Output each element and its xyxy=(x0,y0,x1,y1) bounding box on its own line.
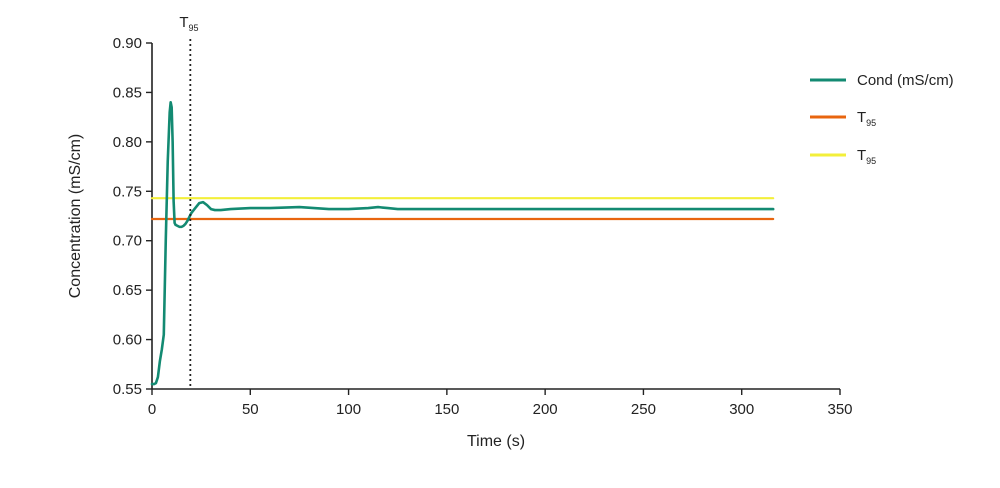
y-tick-label: 0.80 xyxy=(113,134,142,151)
x-tick-label: 350 xyxy=(827,401,852,418)
x-axis-title: Time (s) xyxy=(467,433,525,450)
x-tick-label: 300 xyxy=(729,401,754,418)
legend-label: T95 xyxy=(857,109,876,128)
legend-label-main: T xyxy=(857,147,866,164)
annotation-group: T95 xyxy=(179,14,199,389)
y-tick-label: 0.85 xyxy=(113,84,142,101)
y-tick-label: 0.55 xyxy=(113,381,142,398)
y-tick-label: 0.70 xyxy=(113,233,142,250)
x-tick-label: 100 xyxy=(336,401,361,418)
legend-label-sub: 95 xyxy=(866,118,876,128)
x-tick-label: 250 xyxy=(631,401,656,418)
y-ticks: 0.55 0.60 0.65 0.70 0.75 0.80 0.85 0.90 xyxy=(113,35,152,398)
series-group xyxy=(150,101,775,386)
x-tick-label: 150 xyxy=(434,401,459,418)
t95-marker-label: T95 xyxy=(179,14,198,33)
t95-marker-label-main: T xyxy=(179,14,188,31)
x-tick-label: 200 xyxy=(533,401,558,418)
cond-series-line xyxy=(150,101,775,386)
y-tick-label: 0.60 xyxy=(113,332,142,349)
legend-label-sub: 95 xyxy=(866,156,876,166)
t95-marker-label-sub: 95 xyxy=(189,23,199,33)
x-tick-label: 0 xyxy=(148,401,156,418)
axes xyxy=(151,43,840,390)
y-tick-label: 0.75 xyxy=(113,183,142,200)
legend-label-main: T xyxy=(857,109,866,126)
y-axis-title: Concentration (mS/cm) xyxy=(67,134,84,299)
legend-label: Cond (mS/cm) xyxy=(857,72,954,89)
y-tick-label: 0.65 xyxy=(113,282,142,299)
legend-label-main: Cond (mS/cm) xyxy=(857,72,954,89)
legend-label: T95 xyxy=(857,147,876,166)
y-tick-label: 0.90 xyxy=(113,35,142,52)
x-tick-label: 50 xyxy=(242,401,259,418)
x-ticks: 0 50 100 150 200 250 300 350 xyxy=(148,389,853,418)
